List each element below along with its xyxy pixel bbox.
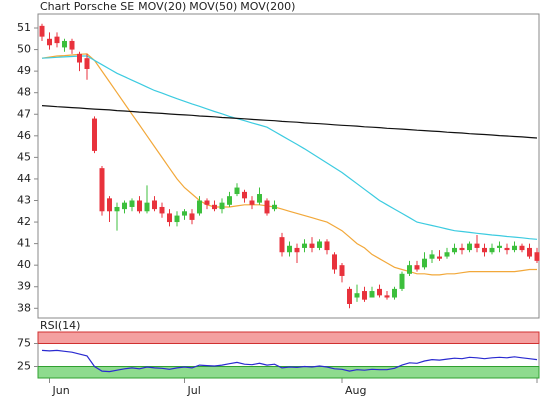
candle-body xyxy=(332,254,337,270)
candle-body xyxy=(62,40,67,48)
x-tick-label: Jul xyxy=(187,384,201,397)
candle-body xyxy=(467,243,472,251)
candle-body xyxy=(377,288,382,296)
y-tick-label: 42 xyxy=(17,215,31,228)
overbought-zone xyxy=(37,331,540,344)
candle-body xyxy=(129,200,135,207)
candle-body xyxy=(197,200,202,214)
candle-body xyxy=(534,252,540,261)
candle-body xyxy=(399,273,405,289)
candle-body xyxy=(99,168,105,212)
candle-body xyxy=(227,196,232,205)
y-tick-label: 51 xyxy=(17,21,31,34)
y-tick-label: 45 xyxy=(17,150,31,163)
candle-body xyxy=(362,291,367,300)
candle-body xyxy=(114,206,120,212)
candle-body xyxy=(137,200,142,212)
y-tick-label: 50 xyxy=(17,43,31,56)
candle-body xyxy=(437,256,442,259)
y-tick-label: 43 xyxy=(17,193,31,206)
candle-body xyxy=(339,265,345,276)
candle-body xyxy=(249,200,255,205)
candle-body xyxy=(189,213,195,220)
y-tick-label: 41 xyxy=(17,237,31,250)
chart-title: Chart Porsche SE xyxy=(40,0,134,13)
candle-body xyxy=(159,206,165,214)
candle-body xyxy=(309,243,315,248)
candle-body xyxy=(122,202,127,210)
y-tick-label: 47 xyxy=(17,107,31,120)
candle-body xyxy=(212,204,217,210)
candle-body xyxy=(429,254,435,259)
candle-body xyxy=(167,213,172,223)
candle-body xyxy=(264,200,270,214)
candle-body xyxy=(287,245,292,253)
candle-body xyxy=(242,191,247,199)
moving-average-line xyxy=(41,105,538,139)
candle-body xyxy=(504,247,510,251)
candle-body xyxy=(174,215,180,223)
candle-body xyxy=(279,237,285,253)
x-tick-label: Aug xyxy=(345,384,366,397)
rsi-line xyxy=(41,349,538,373)
candle-body xyxy=(257,194,262,203)
y-tick-label: 44 xyxy=(17,172,31,185)
y-tick-label: 46 xyxy=(17,129,31,142)
x-tick-label: Jun xyxy=(52,384,70,397)
candle-body xyxy=(47,38,52,46)
candle-body xyxy=(392,288,397,298)
moving-average-line xyxy=(41,55,538,240)
candle-body xyxy=(497,245,502,248)
candle-body xyxy=(317,241,322,248)
candle-body xyxy=(107,198,112,212)
y-tick-label: 25 xyxy=(17,360,31,373)
moving-average-line xyxy=(41,53,537,276)
candle-body xyxy=(302,243,307,248)
candle-body xyxy=(219,202,225,210)
oversold-zone xyxy=(37,366,540,379)
candle-body xyxy=(182,211,187,216)
y-tick-label: 48 xyxy=(17,86,31,99)
candle-body xyxy=(407,265,412,274)
candle-body xyxy=(69,40,75,50)
candle-body xyxy=(272,204,277,210)
candle-body xyxy=(204,200,210,205)
candle-body xyxy=(512,245,517,251)
candle-body xyxy=(234,187,240,195)
candle-body xyxy=(482,247,487,253)
candle-body xyxy=(489,247,495,253)
candle-body xyxy=(77,53,82,63)
candle-body xyxy=(452,247,457,253)
y-tick-label: 40 xyxy=(17,258,31,271)
candle-body xyxy=(444,252,450,257)
candle-body xyxy=(144,202,150,212)
candle-body xyxy=(294,247,300,253)
candle-body xyxy=(527,247,532,257)
candle-body xyxy=(414,265,420,270)
price-panel xyxy=(37,13,540,319)
y-tick-label: 38 xyxy=(17,301,31,314)
y-tick-label: 39 xyxy=(17,280,31,293)
candle-body xyxy=(39,25,45,37)
candle-body xyxy=(459,247,465,251)
y-tick-label: 49 xyxy=(17,64,31,77)
candle-body xyxy=(384,295,390,298)
candle-body xyxy=(422,258,427,268)
candle-body xyxy=(369,291,375,298)
candle-body xyxy=(84,58,90,69)
rsi-title: RSI(14) xyxy=(40,319,80,332)
candle-body xyxy=(519,245,525,251)
candle-body xyxy=(347,288,352,304)
candle-body xyxy=(54,36,60,44)
candle-body xyxy=(354,293,360,298)
candle-body xyxy=(324,241,330,251)
candle-body xyxy=(92,118,97,151)
candle-body xyxy=(474,243,480,248)
candle-body xyxy=(152,200,157,210)
legend-entry: MOV(50) xyxy=(189,0,237,13)
legend-entry: MOV(200) xyxy=(240,0,295,13)
y-tick-label: 75 xyxy=(17,337,31,350)
legend-entry: MOV(20) xyxy=(138,0,186,13)
